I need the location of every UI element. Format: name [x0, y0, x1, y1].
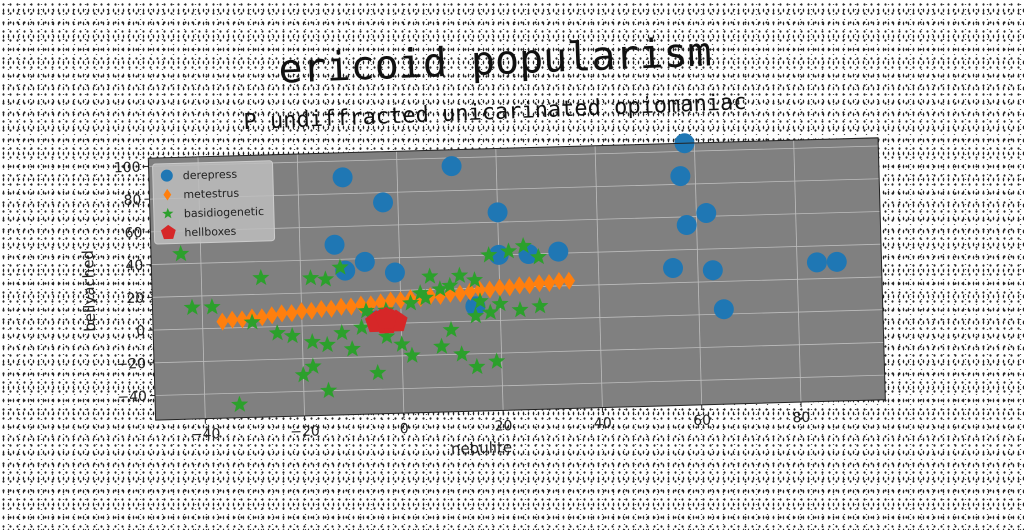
legend-label: basidiogenetic — [184, 205, 265, 220]
y-tick-label: 60 — [124, 225, 142, 241]
y-tick-label: 20 — [126, 291, 144, 307]
y-axis-label: bellyached — [79, 250, 99, 332]
x-axis-label: nebulite — [451, 438, 513, 458]
x-tick-label: 80 — [792, 410, 810, 426]
x-tick-label: −40 — [191, 426, 221, 443]
y-tick-label: 100 — [114, 160, 141, 177]
y-tick-label: 40 — [125, 258, 143, 274]
legend-label: hellboxes — [184, 225, 237, 239]
x-tick-label: 40 — [594, 415, 612, 431]
y-tick-label: 80 — [123, 192, 141, 208]
legend-label: metestrus — [183, 187, 239, 202]
legend-label: derepress — [183, 168, 238, 183]
y-tick-label: −40 — [117, 389, 147, 406]
x-tick-label: 0 — [400, 421, 409, 437]
x-tick-label: −20 — [290, 424, 320, 441]
x-tick-label: 60 — [693, 413, 711, 429]
y-tick-label: 0 — [136, 323, 145, 339]
x-tick-label: 20 — [494, 418, 512, 434]
y-tick-label: −20 — [116, 356, 146, 373]
legend: derepress metestrus basidiogenetic hellboxe… — [152, 161, 274, 244]
